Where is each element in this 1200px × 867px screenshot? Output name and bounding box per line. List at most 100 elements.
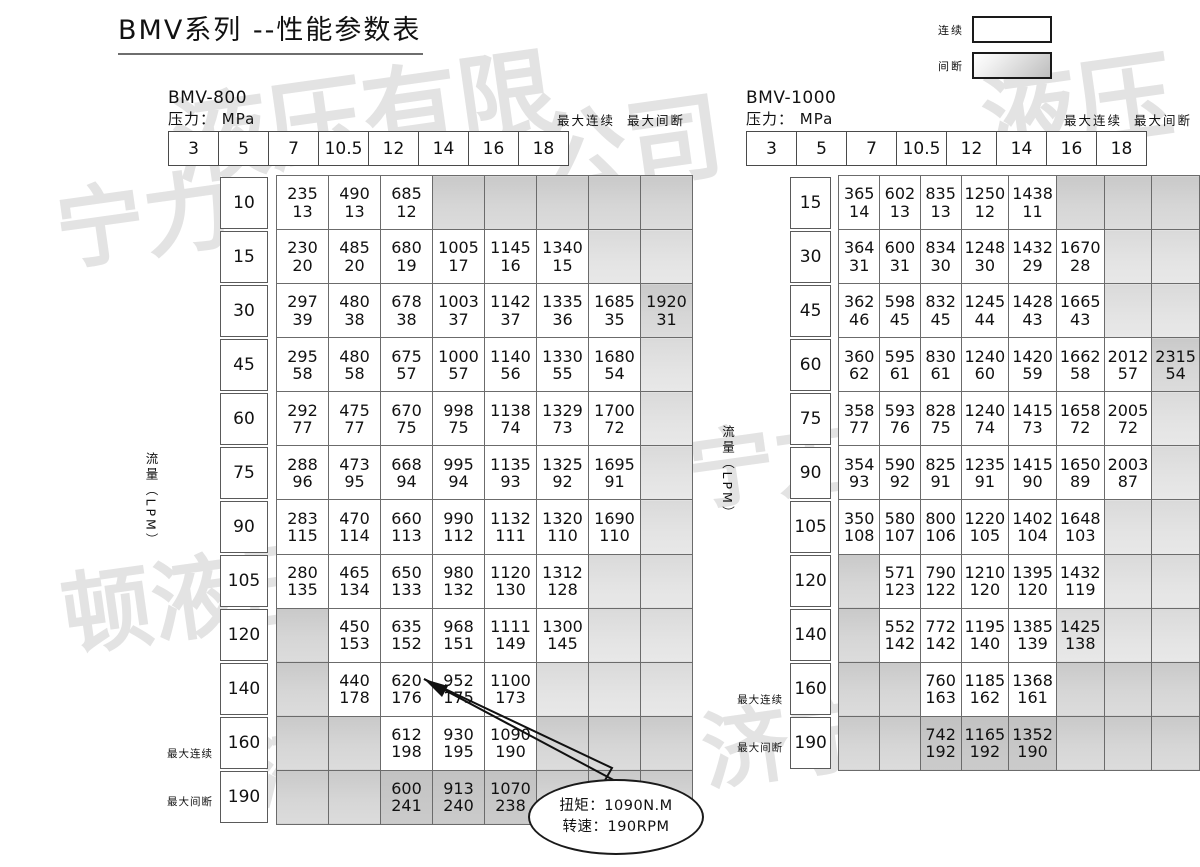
- cell-torque: 1335: [542, 292, 583, 312]
- data-cell: 2315 54: [1151, 337, 1200, 393]
- cell-torque: 1185: [964, 670, 1006, 690]
- data-cell: 830 61: [919, 337, 962, 393]
- cell-torque: 295: [287, 346, 318, 366]
- cell-rpm: 94: [396, 471, 417, 491]
- pressure-col-header: 18: [518, 131, 569, 166]
- cell-rpm: 55: [552, 363, 573, 383]
- data-cell: 760 163: [919, 661, 962, 717]
- data-cell: [1103, 229, 1153, 285]
- cell-torque: 1111: [490, 616, 531, 636]
- cell-rpm: 77: [344, 417, 365, 437]
- table-row: 295 58 480 58 675 57 1000 57 1140 56 1330 55 1680 54: [276, 337, 693, 393]
- cell-torque: 685: [391, 184, 422, 204]
- pressure-col-header: 16: [468, 131, 519, 166]
- cell-torque: 968: [443, 616, 474, 636]
- cell-torque: 675: [391, 346, 422, 366]
- cell-torque: 825: [925, 454, 956, 474]
- data-cell: 1220 105: [960, 499, 1010, 555]
- data-cell: [1151, 715, 1200, 772]
- table-row: 283 115 470 114 660 113 990 112 1132 111 1320 110 16…: [276, 499, 693, 555]
- cell-torque: 280: [287, 562, 318, 582]
- cell-torque: 1352: [1012, 725, 1053, 745]
- data-cell: 968 151: [432, 607, 485, 663]
- flow-row-label: 60: [220, 393, 268, 445]
- cell-rpm: 190: [495, 742, 526, 762]
- cell-rpm: 111: [495, 526, 526, 545]
- cell-rpm: 96: [292, 471, 313, 491]
- data-cell: [640, 715, 693, 771]
- cell-torque: 1415: [1012, 400, 1053, 420]
- data-cell: 283 115: [276, 499, 329, 555]
- data-cell: 620 176: [380, 661, 433, 717]
- flow-row-label: 75: [790, 393, 832, 445]
- flow-row-label: 15: [220, 231, 268, 283]
- flow-row-label-row: 190: [790, 717, 832, 769]
- cell-rpm: 198: [391, 742, 422, 762]
- data-cell: [1151, 229, 1200, 285]
- row-band-tag-190-bmv-1000: 最大间断: [737, 741, 784, 754]
- data-cell: [1103, 499, 1153, 555]
- cell-torque: 1428: [1012, 292, 1053, 312]
- data-cell: [1151, 499, 1200, 555]
- cell-torque: 595: [884, 346, 916, 366]
- flow-row-label-table-bmv-1000: 15 30 45 60 75 90 105 120 140 160 190: [788, 175, 833, 771]
- cell-torque: 1432: [1012, 238, 1053, 258]
- cell-rpm: 58: [292, 363, 313, 383]
- data-cell: [1151, 661, 1200, 717]
- pressure-col-header: 10.5: [896, 131, 947, 166]
- cell-torque: 490: [339, 184, 370, 204]
- data-cell: 350 108: [838, 499, 881, 555]
- table-row: 362 46 598 45 832 45 1245 44 1428 43 1665 43: [838, 283, 1200, 339]
- data-cell: 552 142: [879, 607, 921, 663]
- data-cell: 1402 104: [1008, 499, 1057, 555]
- cell-rpm: 46: [849, 309, 870, 329]
- page-title-block: BMV系列 --性能参数表: [118, 8, 423, 55]
- cell-torque: 2012: [1107, 346, 1149, 366]
- data-cell: 1100 173: [484, 661, 537, 717]
- data-cell: [536, 174, 589, 231]
- data-cell: [276, 607, 329, 663]
- cell-torque: 1140: [490, 346, 531, 366]
- data-cell: [1151, 553, 1200, 609]
- cell-torque: 485: [339, 238, 370, 258]
- cell-rpm: 38: [344, 309, 365, 329]
- cell-rpm: 74: [500, 417, 521, 437]
- table-row: 450 153 635 152 968 151 1111 149 1300 145: [276, 607, 693, 663]
- cell-torque: 292: [287, 400, 318, 420]
- row-band-tag-160-bmv-1000: 最大连续: [737, 693, 784, 706]
- cell-torque: 1142: [490, 292, 531, 312]
- data-cell: 1003 37: [432, 283, 485, 339]
- cell-rpm: 72: [1070, 417, 1091, 437]
- cell-torque: 1432: [1059, 562, 1101, 582]
- cell-torque: 440: [339, 670, 370, 690]
- cell-rpm: 35: [604, 309, 625, 329]
- flow-row-label: 160: [790, 663, 832, 715]
- data-cell: 685 12: [380, 174, 433, 231]
- data-cell: 480 38: [328, 283, 381, 339]
- cell-rpm: 149: [495, 634, 526, 654]
- cell-rpm: 44: [974, 309, 996, 329]
- data-cell: 1438 11: [1008, 174, 1057, 231]
- data-cell: [1055, 715, 1105, 772]
- cell-rpm: 11: [1022, 201, 1043, 221]
- cell-torque: 1070: [490, 779, 531, 799]
- cell-torque: 2315: [1155, 346, 1196, 366]
- cell-torque: 1320: [542, 508, 583, 528]
- cell-rpm: 28: [1070, 255, 1091, 275]
- cell-rpm: 145: [547, 634, 578, 654]
- pressure-header-row: 3 5 7 10.5 12 14 16 18: [746, 131, 1147, 166]
- cell-torque: 1000: [438, 346, 479, 366]
- data-cell: 1090 190: [484, 715, 537, 771]
- pressure-col-header: 3: [168, 131, 219, 166]
- cell-torque: 1648: [1059, 508, 1101, 528]
- data-cell: 595 61: [879, 337, 921, 393]
- data-cell: 990 112: [432, 499, 485, 555]
- data-cell: 790 122: [919, 553, 962, 609]
- table-row: 742 192 1165 192 1352 190: [838, 715, 1200, 772]
- flow-row-label-row: 120: [790, 555, 832, 607]
- data-cell: [484, 174, 537, 231]
- cell-rpm: 178: [339, 688, 370, 708]
- table-row: 297 39 480 38 678 38 1003 37 1142 37 1335 36 1685 35 1…: [276, 283, 693, 339]
- cell-torque: 1329: [542, 400, 583, 420]
- cell-rpm: 95: [344, 471, 365, 491]
